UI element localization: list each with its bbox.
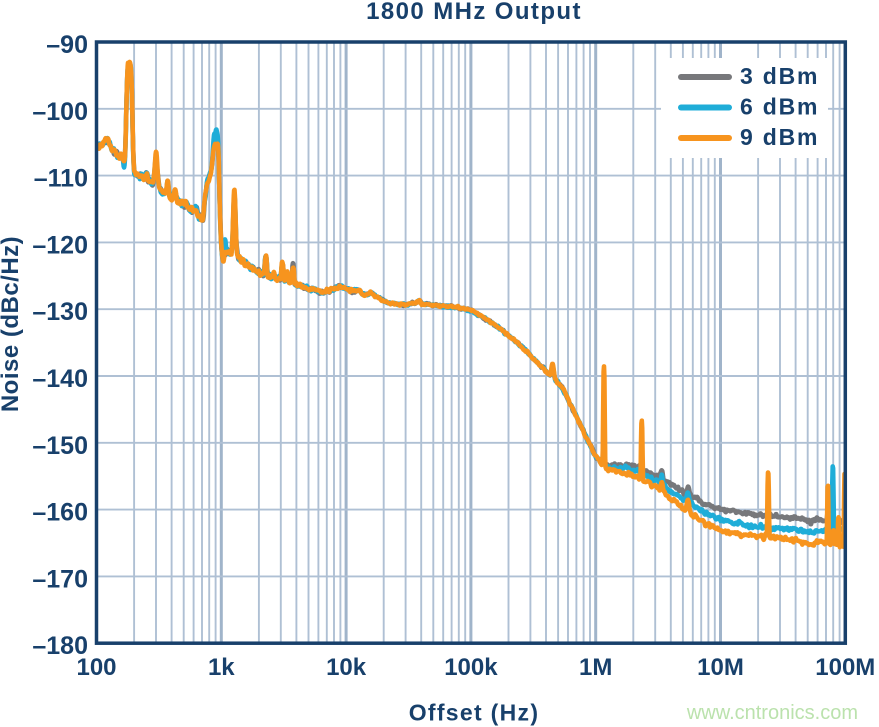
svg-text:–90: –90 — [46, 31, 88, 59]
svg-text:www.cntronics.com: www.cntronics.com — [686, 702, 858, 724]
svg-text:100: 100 — [76, 654, 116, 681]
svg-text:100k: 100k — [444, 654, 498, 681]
svg-text:9 dBm: 9 dBm — [740, 124, 819, 150]
svg-text:–100: –100 — [32, 98, 88, 126]
svg-text:–150: –150 — [32, 432, 88, 460]
svg-text:3 dBm: 3 dBm — [740, 63, 819, 89]
svg-text:–180: –180 — [32, 632, 88, 660]
svg-text:1k: 1k — [208, 654, 235, 681]
svg-text:–170: –170 — [32, 565, 88, 593]
svg-text:–160: –160 — [32, 499, 88, 527]
svg-text:Offset (Hz): Offset (Hz) — [409, 700, 540, 726]
svg-text:–140: –140 — [32, 365, 88, 393]
svg-text:–130: –130 — [32, 298, 88, 326]
svg-text:1M: 1M — [579, 654, 612, 681]
svg-text:6 dBm: 6 dBm — [740, 94, 819, 120]
svg-text:100M: 100M — [815, 654, 875, 681]
svg-text:10k: 10k — [326, 654, 367, 681]
svg-text:10M: 10M — [697, 654, 744, 681]
svg-text:Noise (dBc/Hz): Noise (dBc/Hz) — [0, 236, 24, 412]
svg-text:1800 MHz Output: 1800 MHz Output — [366, 0, 582, 25]
svg-text:–110: –110 — [34, 165, 88, 193]
svg-text:–120: –120 — [32, 231, 88, 259]
